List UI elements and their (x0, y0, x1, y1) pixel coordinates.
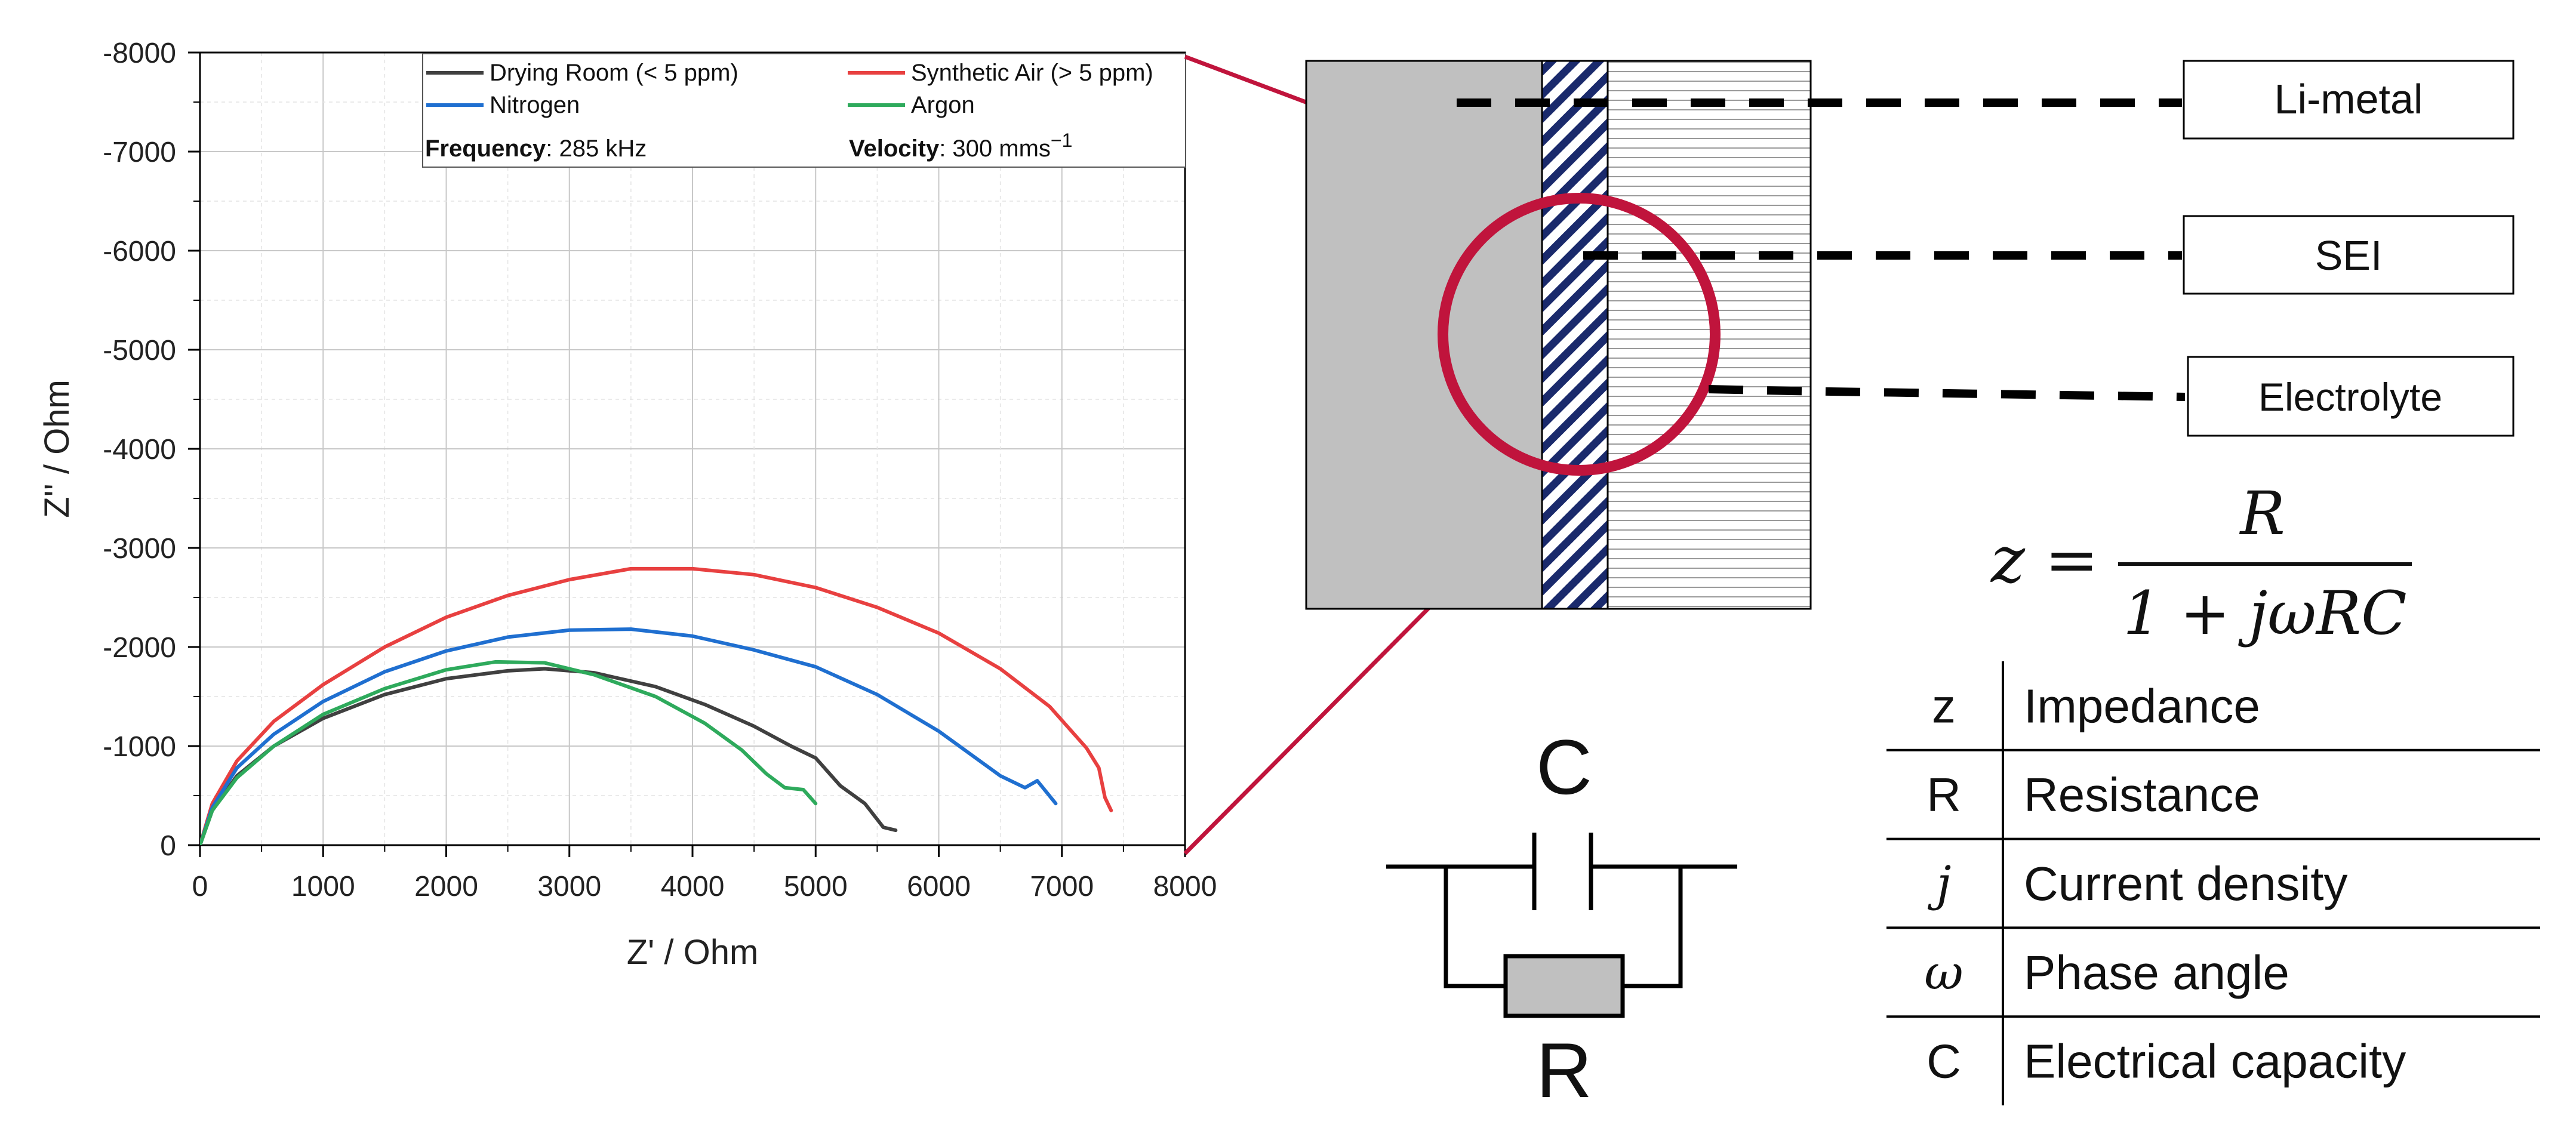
chart-legend: Drying Room (< 5 ppm) Synthetic Air (> 5… (422, 53, 1186, 168)
formula-denominator: 1 + jωRC (2123, 578, 2406, 648)
legend-entry-nitrogen: Nitrogen (490, 92, 580, 118)
table-symbol: C (1926, 1035, 1961, 1088)
electrolyte-leader (1708, 385, 2186, 401)
x-tick-label: 4000 (661, 871, 725, 902)
x-tick-label: 7000 (1030, 871, 1094, 902)
x-tick-label: 0 (192, 871, 208, 902)
y-axis-ticks: 0 -1000 -2000 -3000 -4000 -5000 -6000 -7000 -800… (103, 38, 200, 862)
series-synthetic-air (200, 566, 1113, 845)
legend-entry-argon: Argon (911, 92, 975, 118)
y-tick-label: 0 (160, 830, 176, 862)
x-tick-label: 2000 (414, 871, 478, 902)
x-tick-label: 1000 (291, 871, 355, 902)
table-symbol: ω (1924, 945, 1963, 1000)
y-axis-label: Z'' / Ohm (38, 380, 76, 518)
table-description: Resistance (2024, 768, 2260, 821)
table-description: Impedance (2024, 679, 2260, 732)
legend-entry-synthetic-air: Synthetic Air (> 5 ppm) (911, 60, 1153, 86)
table-description: Current density (2024, 857, 2347, 910)
table-symbol: j (1928, 856, 1952, 911)
layer-stack-frame (1305, 60, 1812, 610)
x-tick-label: 8000 (1153, 871, 1217, 902)
velocity-annotation: Velocity: 300 mms−1 (849, 130, 1072, 162)
y-tick-label: -6000 (103, 236, 176, 267)
x-tick-label: 5000 (784, 871, 848, 902)
y-tick-label: -7000 (103, 137, 176, 168)
frequency-annotation: Frequency: 285 kHz (425, 135, 647, 162)
impedance-formula: z = R 1 + jωRC (1990, 479, 2412, 648)
y-tick-label: -8000 (103, 38, 176, 69)
x-axis-ticks: 0 1000 2000 3000 4000 5000 6000 7000 8000 (192, 845, 1217, 902)
electrolyte-layer (1606, 60, 1812, 610)
li-metal-label: Li-metal (2275, 76, 2423, 122)
y-tick-label: -4000 (103, 434, 176, 466)
y-tick-label: -3000 (103, 533, 176, 565)
series-nitrogen (200, 627, 1058, 845)
magnifier-circle (1438, 193, 1721, 476)
y-tick-label: -5000 (103, 335, 176, 366)
table-description: Electrical capacity (2024, 1035, 2406, 1088)
series-drying-room (200, 667, 898, 845)
sei-label: SEI (2315, 232, 2383, 279)
sei-box (2183, 215, 2515, 295)
formula-equals: = (2045, 523, 2099, 597)
circuit-left-branch (1444, 867, 1506, 988)
formula-lhs: z (1990, 523, 2026, 597)
y-tick-label: -1000 (103, 731, 176, 763)
table-description: Phase angle (2024, 946, 2289, 999)
resistor (1503, 954, 1625, 1018)
series-argon (200, 660, 818, 845)
table-symbol: z (1932, 679, 1956, 732)
series-layer (200, 566, 1113, 845)
chart-grid (200, 53, 1185, 845)
y-tick-label: -2000 (103, 632, 176, 664)
symbol-table: z Impedance R Resistance j Current density ω Ph… (1886, 661, 2540, 1105)
x-axis-label: Z' / Ohm (627, 933, 759, 972)
x-tick-label: 3000 (537, 871, 601, 902)
table-symbol: R (1926, 768, 1961, 821)
electrolyte-label: Electrolyte (2258, 375, 2442, 419)
circuit-right-branch (1623, 867, 1683, 988)
impedance-chart: 0 1000 2000 3000 4000 5000 6000 7000 8000 0 -1000… (38, 38, 1217, 972)
resistor-label: R (1536, 1027, 1592, 1114)
capacitor-label: C (1536, 723, 1592, 811)
legend-entry-drying-room: Drying Room (< 5 ppm) (490, 60, 738, 86)
x-tick-label: 6000 (907, 871, 971, 902)
li-metal-box (2183, 60, 2515, 140)
li-metal-layer (1305, 60, 1543, 610)
legend-box (422, 53, 1186, 168)
rc-circuit: C R (1386, 723, 1737, 1114)
layer-diagram: Li-metal SEI Electrolyte (1305, 60, 2515, 610)
formula-numerator: R (2239, 479, 2285, 549)
sei-layer (1541, 60, 1609, 610)
electrolyte-box (2187, 356, 2515, 437)
